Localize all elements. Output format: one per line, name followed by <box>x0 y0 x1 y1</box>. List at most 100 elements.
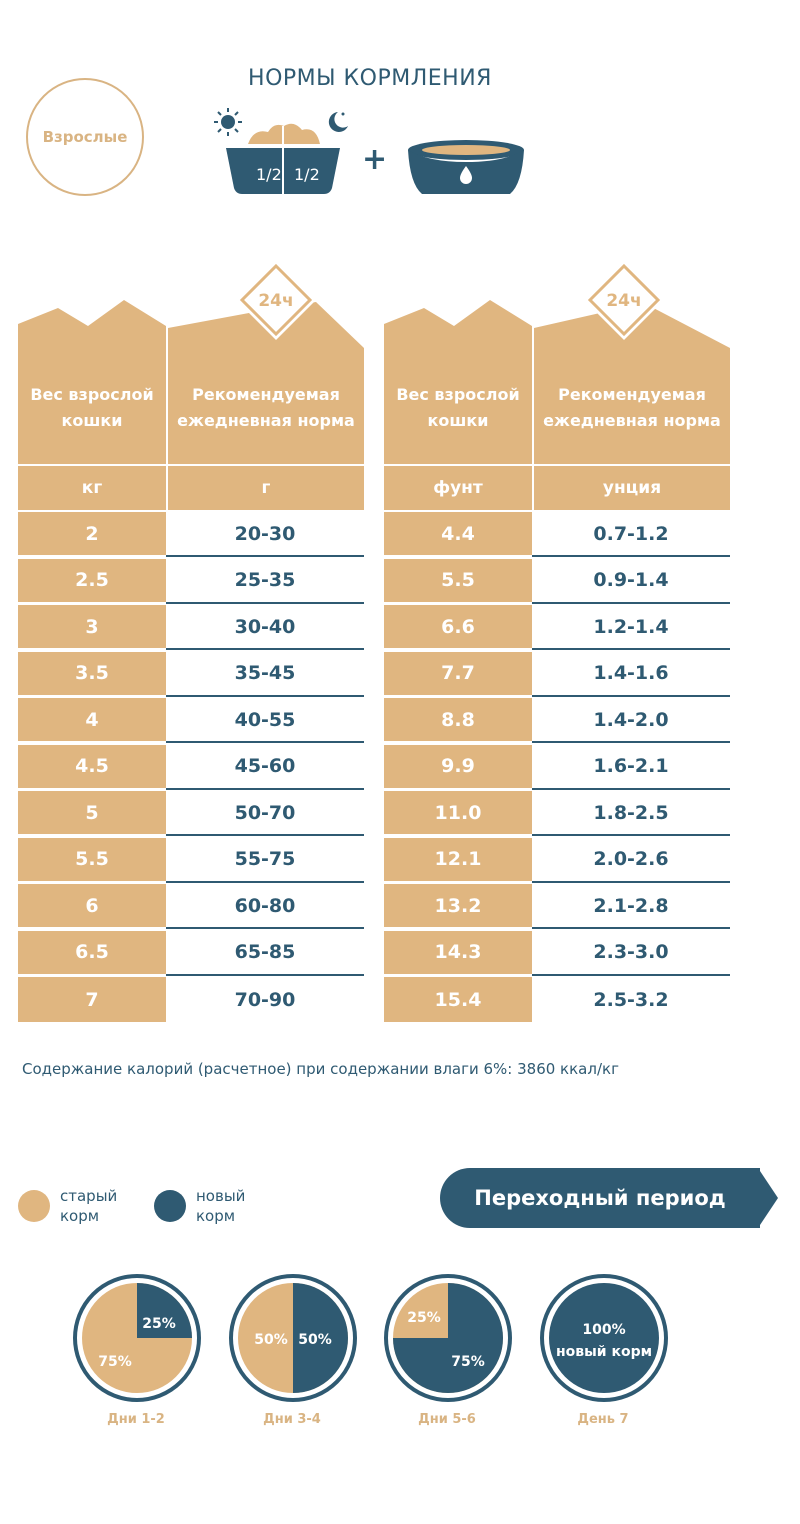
norm-cell: 20-30 <box>166 512 364 557</box>
norm-cell: 25-35 <box>166 558 364 604</box>
transition-step: 100% новый корм День 7 <box>538 1272 670 1427</box>
table-row: 5.5 0.9-1.4 <box>384 558 730 604</box>
norm-cell: 1.2-1.4 <box>532 605 730 650</box>
norm-cell: 55-75 <box>166 837 364 883</box>
pie-ring <box>73 1274 201 1402</box>
day-label: Дни 5-6 <box>418 1412 476 1427</box>
water-bowl-icon <box>408 140 524 194</box>
transition-pie: 25% 75% <box>73 1274 201 1402</box>
weight-cell: 7.7 <box>384 651 532 697</box>
transition-pie: 100% новый корм <box>540 1274 668 1402</box>
table-row: 2.5 25-35 <box>18 558 364 604</box>
legend-new: новый корм <box>154 1186 245 1226</box>
new-food-slice <box>549 1283 659 1393</box>
weight-cell: 2.5 <box>18 558 166 604</box>
calorie-note: Содержание калорий (расчетное) при содер… <box>22 1060 619 1078</box>
weight-unit: фунт <box>384 466 532 510</box>
table-row: 4.5 45-60 <box>18 744 364 790</box>
half-left-label: 1/2 <box>256 165 282 184</box>
table-row: 15.4 2.5-3.2 <box>384 977 730 1022</box>
weight-cell: 13.2 <box>384 884 532 929</box>
transition-pie: 25% 75% <box>384 1274 512 1402</box>
imperial-table: 24ч Вес взрослой кошки Рекомендуемая еже… <box>384 256 730 1022</box>
pie-ring <box>540 1274 668 1402</box>
new-pct-label: 25% <box>142 1316 176 1332</box>
new-food-slice <box>393 1283 503 1393</box>
water-drop-icon <box>460 166 472 184</box>
transition-period-banner: Переходный период <box>440 1168 760 1228</box>
table-row: 14.3 2.3-3.0 <box>384 930 730 976</box>
weight-cell: 11.0 <box>384 791 532 836</box>
table-row: 4 40-55 <box>18 698 364 743</box>
weight-cell: 5.5 <box>18 837 166 883</box>
norm-cell: 60-80 <box>166 884 364 929</box>
day-label: Дни 1-2 <box>107 1412 165 1427</box>
transition-pie: 50% 50% <box>229 1274 357 1402</box>
weight-unit: кг <box>18 466 166 510</box>
table-header: Вес взрослой кошки Рекомендуемая ежеднев… <box>18 352 364 464</box>
table-row: 7.7 1.4-1.6 <box>384 651 730 697</box>
plus-icon: + <box>362 142 388 177</box>
legend-new-line2: корм <box>196 1207 236 1225</box>
unit-row: фунт унция <box>384 466 730 510</box>
new-pct-label: 50% <box>298 1332 332 1348</box>
weight-cell: 4 <box>18 698 166 743</box>
24h-badge: 24ч <box>258 291 293 311</box>
pie-ring <box>384 1274 512 1402</box>
weight-cell: 2 <box>18 512 166 557</box>
norm-cell: 65-85 <box>166 930 364 976</box>
metric-table: 24ч Вес взрослой кошки Рекомендуемая еже… <box>18 256 364 1022</box>
weight-cell: 8.8 <box>384 698 532 743</box>
table-roof: 24ч <box>18 260 364 356</box>
table-row: 3.5 35-45 <box>18 651 364 697</box>
norm-cell: 0.7-1.2 <box>532 512 730 557</box>
transition-title: Переходный период <box>474 1186 726 1210</box>
new-food-slice <box>293 1283 348 1393</box>
table-row: 3 30-40 <box>18 605 364 650</box>
norm-cell: 2.0-2.6 <box>532 837 730 883</box>
norm-cell: 40-55 <box>166 698 364 743</box>
legend-new-line1: новый <box>196 1187 246 1205</box>
norm-cell: 1.4-1.6 <box>532 651 730 697</box>
norm-cell: 2.1-2.8 <box>532 884 730 929</box>
norm-cell: 45-60 <box>166 744 364 790</box>
table-row: 4.4 0.7-1.2 <box>384 512 730 557</box>
pie-ring <box>229 1274 357 1402</box>
new-food-label: новый корм <box>556 1344 652 1360</box>
norm-cell: 2.3-3.0 <box>532 930 730 976</box>
weight-cell: 6.6 <box>384 605 532 650</box>
weight-cell: 4.5 <box>18 744 166 790</box>
food-bowl-icon: 1/2 1/2 <box>214 108 348 194</box>
weight-header: Вес взрослой кошки <box>384 352 532 464</box>
24h-badge: 24ч <box>606 291 641 311</box>
weight-cell: 12.1 <box>384 837 532 883</box>
banner-arrow-tip <box>758 1168 778 1228</box>
norm-cell: 70-90 <box>166 977 364 1022</box>
adult-badge: Взрослые <box>26 78 144 196</box>
weight-cell: 5.5 <box>384 558 532 604</box>
new-pct-label: 75% <box>451 1354 485 1370</box>
weight-header: Вес взрослой кошки <box>18 352 166 464</box>
norm-cell: 1.8-2.5 <box>532 791 730 836</box>
norm-cell: 30-40 <box>166 605 364 650</box>
table-row: 13.2 2.1-2.8 <box>384 884 730 929</box>
transition-step: 25% 75% Дни 1-2 <box>71 1272 203 1427</box>
legend-old-line1: старый <box>60 1187 118 1205</box>
weight-cell: 3.5 <box>18 651 166 697</box>
weight-cell: 15.4 <box>384 977 532 1022</box>
transition-steps: 25% 75% Дни 1-2 50% 50% Дни 3-4 25% 75% Дни 5-6 1… <box>0 1272 800 1432</box>
norm-cell: 2.5-3.2 <box>532 977 730 1022</box>
norm-cell: 35-45 <box>166 651 364 697</box>
half-right-label: 1/2 <box>294 165 320 184</box>
table-row: 7 70-90 <box>18 977 364 1022</box>
weight-cell: 4.4 <box>384 512 532 557</box>
transition-step: 25% 75% Дни 5-6 <box>382 1272 514 1427</box>
unit-row: кг г <box>18 466 364 510</box>
page-title: НОРМЫ КОРМЛЕНИЯ <box>248 66 492 91</box>
moon-icon <box>328 112 348 132</box>
legend-old-line2: корм <box>60 1207 100 1225</box>
new-food-swatch <box>154 1190 186 1222</box>
new-food-slice <box>137 1283 192 1338</box>
old-pct-label: 75% <box>98 1354 132 1370</box>
weight-cell: 3 <box>18 605 166 650</box>
